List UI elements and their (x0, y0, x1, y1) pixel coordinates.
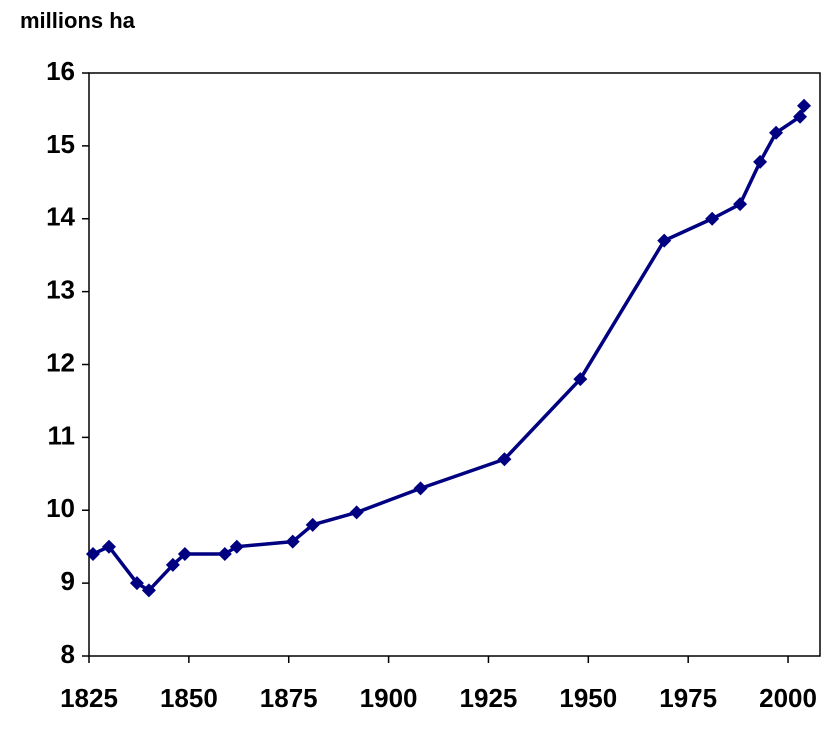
marker (285, 534, 300, 549)
x-tick-label: 1875 (260, 683, 318, 713)
marker (733, 197, 748, 212)
y-tick-label: 11 (48, 420, 76, 450)
x-tick-label: 1825 (60, 683, 118, 713)
y-tick-label: 12 (46, 347, 75, 377)
x-tick-label: 2000 (759, 683, 817, 713)
marker (413, 481, 428, 496)
chart-title: millions ha (20, 8, 136, 33)
y-tick-label: 16 (46, 56, 75, 86)
x-tick-label: 1950 (559, 683, 617, 713)
x-tick-label: 1850 (160, 683, 218, 713)
y-tick-label: 15 (46, 129, 75, 159)
y-tick-label: 8 (61, 639, 75, 669)
marker (705, 211, 720, 226)
marker (305, 517, 320, 532)
x-tick-label: 1975 (659, 683, 717, 713)
marker (497, 452, 512, 467)
marker (165, 557, 180, 572)
marker (797, 98, 812, 113)
marker (217, 546, 232, 561)
y-tick-label: 13 (46, 275, 75, 305)
marker (85, 546, 100, 561)
line (92, 105, 806, 593)
marker (177, 546, 192, 561)
marker (229, 539, 244, 554)
marker (769, 125, 784, 140)
y-tick-label: 10 (46, 493, 75, 523)
marker (349, 505, 364, 520)
x-tick-label: 1925 (460, 683, 518, 713)
y-tick-label: 14 (46, 202, 75, 232)
x-tick-label: 1900 (360, 683, 418, 713)
marker (129, 576, 144, 591)
marker (753, 154, 768, 169)
y-tick-label: 9 (61, 566, 75, 596)
plot-frame (88, 72, 821, 657)
marker (101, 539, 116, 554)
marker (573, 372, 588, 387)
marker (657, 233, 672, 248)
marker (793, 109, 808, 124)
marker (141, 583, 156, 598)
